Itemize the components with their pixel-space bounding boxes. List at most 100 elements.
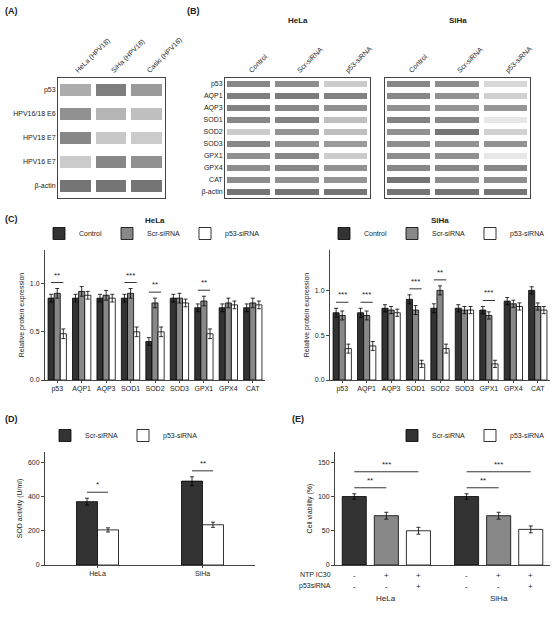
svg-text:HeLa: HeLa	[288, 16, 308, 25]
svg-text:GPX1: GPX1	[195, 385, 214, 392]
svg-text:**: **	[152, 280, 158, 289]
svg-text:GPX1: GPX1	[480, 385, 499, 392]
svg-text:SiHa: SiHa	[490, 594, 508, 603]
svg-text:+: +	[496, 571, 501, 580]
svg-text:(A): (A)	[5, 6, 18, 16]
svg-text:Cell viability (%): Cell viability (%)	[306, 484, 314, 534]
svg-text:100: 100	[318, 493, 330, 500]
svg-text:**: **	[480, 476, 486, 485]
svg-text:400: 400	[28, 493, 40, 500]
svg-text:AQP3: AQP3	[204, 104, 223, 112]
svg-text:Relative protein expression: Relative protein expression	[303, 273, 311, 358]
svg-text:Caski (HPV16): Caski (HPV16)	[145, 36, 183, 74]
svg-text:Control: Control	[79, 230, 102, 237]
svg-text:1.0: 1.0	[30, 280, 40, 287]
svg-text:Control: Control	[247, 53, 268, 74]
svg-text:p53-siRNA: p53-siRNA	[163, 432, 197, 440]
svg-text:(E): (E)	[292, 414, 304, 424]
svg-text:+: +	[528, 571, 533, 580]
svg-text:Relative protein expression: Relative protein expression	[18, 273, 26, 358]
svg-text:SiHa (HPV16): SiHa (HPV16)	[110, 38, 147, 75]
svg-text:(C): (C)	[5, 214, 18, 224]
svg-text:HPV16 E7: HPV16 E7	[23, 158, 56, 165]
svg-text:***: ***	[484, 288, 493, 297]
svg-text:GPX4: GPX4	[204, 164, 223, 171]
svg-text:SOD3: SOD3	[455, 385, 474, 392]
svg-text:-: -	[465, 571, 468, 580]
svg-text:**: **	[200, 459, 206, 468]
svg-text:p53: p53	[336, 385, 348, 393]
svg-text:**: **	[437, 268, 443, 277]
svg-text:HeLa: HeLa	[145, 216, 165, 225]
svg-text:-: -	[353, 571, 356, 580]
svg-text:p53-siRNA: p53-siRNA	[225, 230, 259, 238]
svg-text:Scr-siRNA: Scr-siRNA	[432, 432, 465, 439]
svg-text:GPX4: GPX4	[504, 385, 523, 392]
svg-text:200: 200	[28, 527, 40, 534]
svg-text:+: +	[416, 571, 421, 580]
svg-text:***: ***	[362, 290, 371, 299]
svg-text:HeLa: HeLa	[376, 594, 396, 603]
svg-text:0.5: 0.5	[315, 332, 325, 339]
svg-text:p53-siRNA: p53-siRNA	[510, 230, 544, 238]
svg-text:0.0: 0.0	[30, 376, 40, 383]
svg-text:AQP3: AQP3	[97, 385, 116, 393]
svg-text:p53-siRNA: p53-siRNA	[504, 45, 534, 75]
svg-text:**: **	[201, 278, 207, 287]
svg-text:HPV16/18 E6: HPV16/18 E6	[13, 110, 56, 117]
svg-text:+: +	[384, 571, 389, 580]
svg-text:(B): (B)	[187, 6, 200, 16]
svg-text:CAT: CAT	[209, 176, 223, 183]
svg-text:-: -	[385, 582, 388, 591]
svg-text:***: ***	[338, 290, 347, 299]
svg-text:0: 0	[326, 561, 330, 568]
svg-text:SOD3: SOD3	[204, 140, 223, 147]
svg-text:SiHa: SiHa	[195, 570, 210, 577]
svg-text:Scr-siRNA: Scr-siRNA	[432, 230, 465, 237]
svg-text:+: +	[528, 582, 533, 591]
svg-text:AQP1: AQP1	[204, 92, 223, 100]
svg-text:***: ***	[411, 277, 420, 286]
svg-text:Scr-siRNA: Scr-siRNA	[85, 432, 118, 439]
svg-text:p53-siRNA: p53-siRNA	[344, 45, 374, 75]
svg-text:Scr-siRNA: Scr-siRNA	[147, 230, 180, 237]
svg-text:-: -	[465, 582, 468, 591]
svg-text:SOD activity (U/ml): SOD activity (U/ml)	[16, 479, 24, 539]
svg-text:*: *	[96, 480, 99, 489]
svg-text:(D): (D)	[5, 414, 18, 424]
svg-text:SiHa: SiHa	[449, 16, 467, 25]
svg-text:Control: Control	[407, 53, 428, 74]
svg-text:NTP IC30: NTP IC30	[300, 571, 331, 578]
svg-text:SOD2: SOD2	[430, 385, 449, 392]
svg-text:AQP1: AQP1	[72, 385, 91, 393]
svg-text:***: ***	[382, 460, 391, 469]
svg-text:150: 150	[318, 459, 330, 466]
svg-text:***: ***	[494, 460, 503, 469]
svg-text:SOD2: SOD2	[204, 128, 223, 135]
svg-text:**: **	[54, 271, 60, 280]
svg-text:600: 600	[28, 459, 40, 466]
svg-text:GPX4: GPX4	[219, 385, 238, 392]
svg-text:-: -	[497, 582, 500, 591]
svg-text:SOD1: SOD1	[121, 385, 140, 392]
svg-text:Control: Control	[364, 230, 387, 237]
svg-text:SOD1: SOD1	[204, 116, 223, 123]
svg-text:Scr-siRNA: Scr-siRNA	[296, 46, 324, 74]
svg-text:Scr-siRNA: Scr-siRNA	[456, 46, 484, 74]
svg-text:-: -	[353, 582, 356, 591]
svg-text:SOD3: SOD3	[170, 385, 189, 392]
svg-text:SiHa: SiHa	[431, 216, 449, 225]
svg-text:p53-siRNA: p53-siRNA	[510, 432, 544, 440]
svg-text:HeLa: HeLa	[89, 570, 106, 577]
svg-text:AQP1: AQP1	[357, 385, 376, 393]
svg-text:β-actin: β-actin	[201, 188, 222, 196]
svg-text:0: 0	[36, 561, 40, 568]
svg-text:CAT: CAT	[246, 385, 260, 392]
svg-text:p53: p53	[51, 385, 63, 393]
svg-text:SOD1: SOD1	[406, 385, 425, 392]
svg-text:GPX1: GPX1	[204, 152, 223, 159]
svg-text:p53siRNA: p53siRNA	[299, 582, 331, 590]
svg-text:+: +	[416, 582, 421, 591]
svg-text:HPV18 E7: HPV18 E7	[23, 134, 56, 141]
svg-text:**: **	[367, 476, 373, 485]
